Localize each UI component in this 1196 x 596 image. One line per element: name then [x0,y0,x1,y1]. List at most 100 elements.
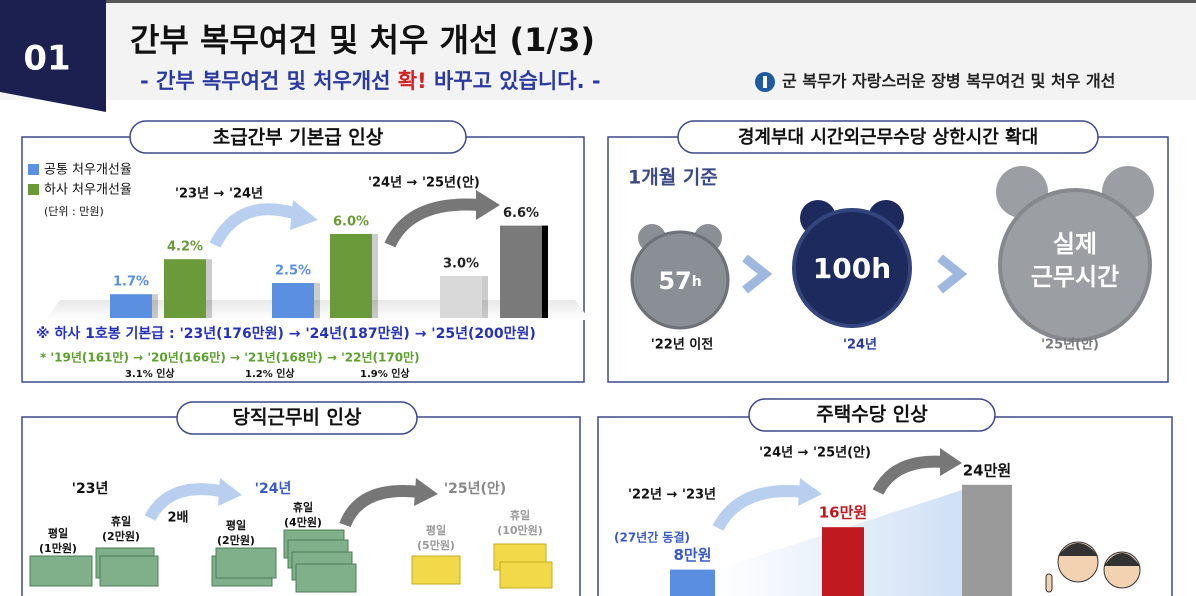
bar-side [372,234,378,318]
subtitle-part: 바꾸고 있습니다. - [427,69,601,93]
legend-label: 하사 처우개선율 [44,183,132,198]
clock-caption: '25년(안) [1041,337,1099,353]
bar [440,276,482,318]
panel-title: 주택수당 인상 [816,404,928,426]
value-label: 24만원 [963,461,1011,479]
title-pill [748,398,996,432]
clock-value: 실제 [1053,230,1097,258]
history-increase: 1.2% 인상 [245,367,295,380]
period-label: '25년(안) [444,480,506,497]
section-number: 01 [23,39,70,79]
subtitle: - 간부 복무여건 및 처우개선 확! 바꾸고 있습니다. - [140,69,601,93]
clock-mid [792,200,912,328]
banknotes [29,529,357,593]
panel-basic-pay [21,136,585,383]
bar [962,484,1012,596]
arrow-head [798,478,822,506]
number-block [0,0,106,112]
period-label: '24년 → '25년(안) [759,445,871,461]
basis-label: 1개월 기준 [628,167,718,189]
item-day: 휴일 [111,514,131,528]
header-band [0,0,1196,100]
value-label: 4.2% [167,240,203,255]
note: ※ 하사 1호봉 기본급 : '23년(176만원) → '24년(187만원)… [36,325,536,342]
period-label: '23년 → '24년 [175,187,263,202]
bar [110,294,152,318]
arrow [209,203,302,248]
subtitle-emphasis: 확! [398,69,427,93]
panel-title: 초급간부 기본급 인상 [213,127,384,149]
value-label: 16만원 [819,504,867,522]
title-pill [129,120,467,154]
bar [822,527,864,596]
legend-swatch [28,164,39,175]
clock-small [630,224,730,330]
banknotes-25 [411,543,553,589]
panel-title: 당직근무비 인상 [233,407,362,429]
period-label: '24년 → '25년(안) [368,175,480,191]
item-day: 휴일 [510,508,530,522]
bar-side [206,259,212,318]
badge-icon-mark [763,76,767,88]
arrow [384,198,481,248]
header-rule [0,0,1196,3]
value-label: 8만원 [673,546,711,564]
value-label: 6.0% [333,215,369,230]
arrow [339,485,421,528]
slide-title: 간부 복무여건 및 처우 개선 (1/3) [130,21,595,59]
value-label: 6.6% [503,206,539,221]
title-pill [677,120,1099,154]
multiplier: 2배 [167,510,188,526]
bar-side [314,283,320,318]
item-amount: (2만원) [102,529,140,543]
arrow-head [476,190,500,220]
legend-label: 공통 처우개선율 [44,163,132,178]
item-day: 평일 [48,526,68,540]
unit-label: (단위 : 만원) [44,205,104,218]
history: * '19년(161만) → '20년(166만) → '21년(168만) →… [40,350,420,365]
item-amount: (10만원) [497,523,543,537]
item-amount: (1만원) [39,541,77,555]
bar-side [542,225,548,318]
clock-caption: '24년 [843,338,877,353]
value-label: 2.5% [275,264,311,279]
period-label: '22년 → '23년 [628,488,716,503]
clock-number: 57 [658,267,691,295]
chevron [742,254,773,294]
title-pill [176,401,418,435]
arrow [872,455,946,495]
bar [164,259,206,318]
arrow-head [940,448,962,476]
characters [1045,541,1141,593]
arrow-head [414,478,438,506]
item-day: 평일 [226,518,246,532]
clock-caption: '22년 이전 [651,337,713,353]
bar [330,234,372,318]
legend-swatch [28,184,39,195]
clock-value: 근무시간 [1031,263,1119,291]
bar [272,283,314,318]
period-label: '24년 [255,481,292,497]
item-amount: (5만원) [417,538,455,552]
history-increase: 3.1% 인상 [125,367,175,380]
value-label: 3.0% [443,257,479,272]
period-label: '23년 [72,481,109,497]
clock-value: 57h [658,267,701,295]
bar-side [482,276,488,318]
history-increase: 1.9% 인상 [360,367,410,380]
arrow-head [290,200,318,230]
arrow [712,485,806,531]
item-day: 평일 [426,523,446,537]
item-amount: (4만원) [284,515,322,529]
value-label: 1.7% [113,275,149,290]
arrow [144,483,227,522]
item-amount: (2만원) [217,533,255,547]
badge-text: 군 복무가 자랑스러운 장병 복무여건 및 처우 개선 [782,72,1115,91]
clock-large [996,166,1154,342]
chevron [937,254,968,294]
arrow-head [218,478,242,506]
panel-title: 경계부대 시간외근무수당 상한시간 확대 [738,127,1038,148]
clock-unit: h [692,274,702,290]
